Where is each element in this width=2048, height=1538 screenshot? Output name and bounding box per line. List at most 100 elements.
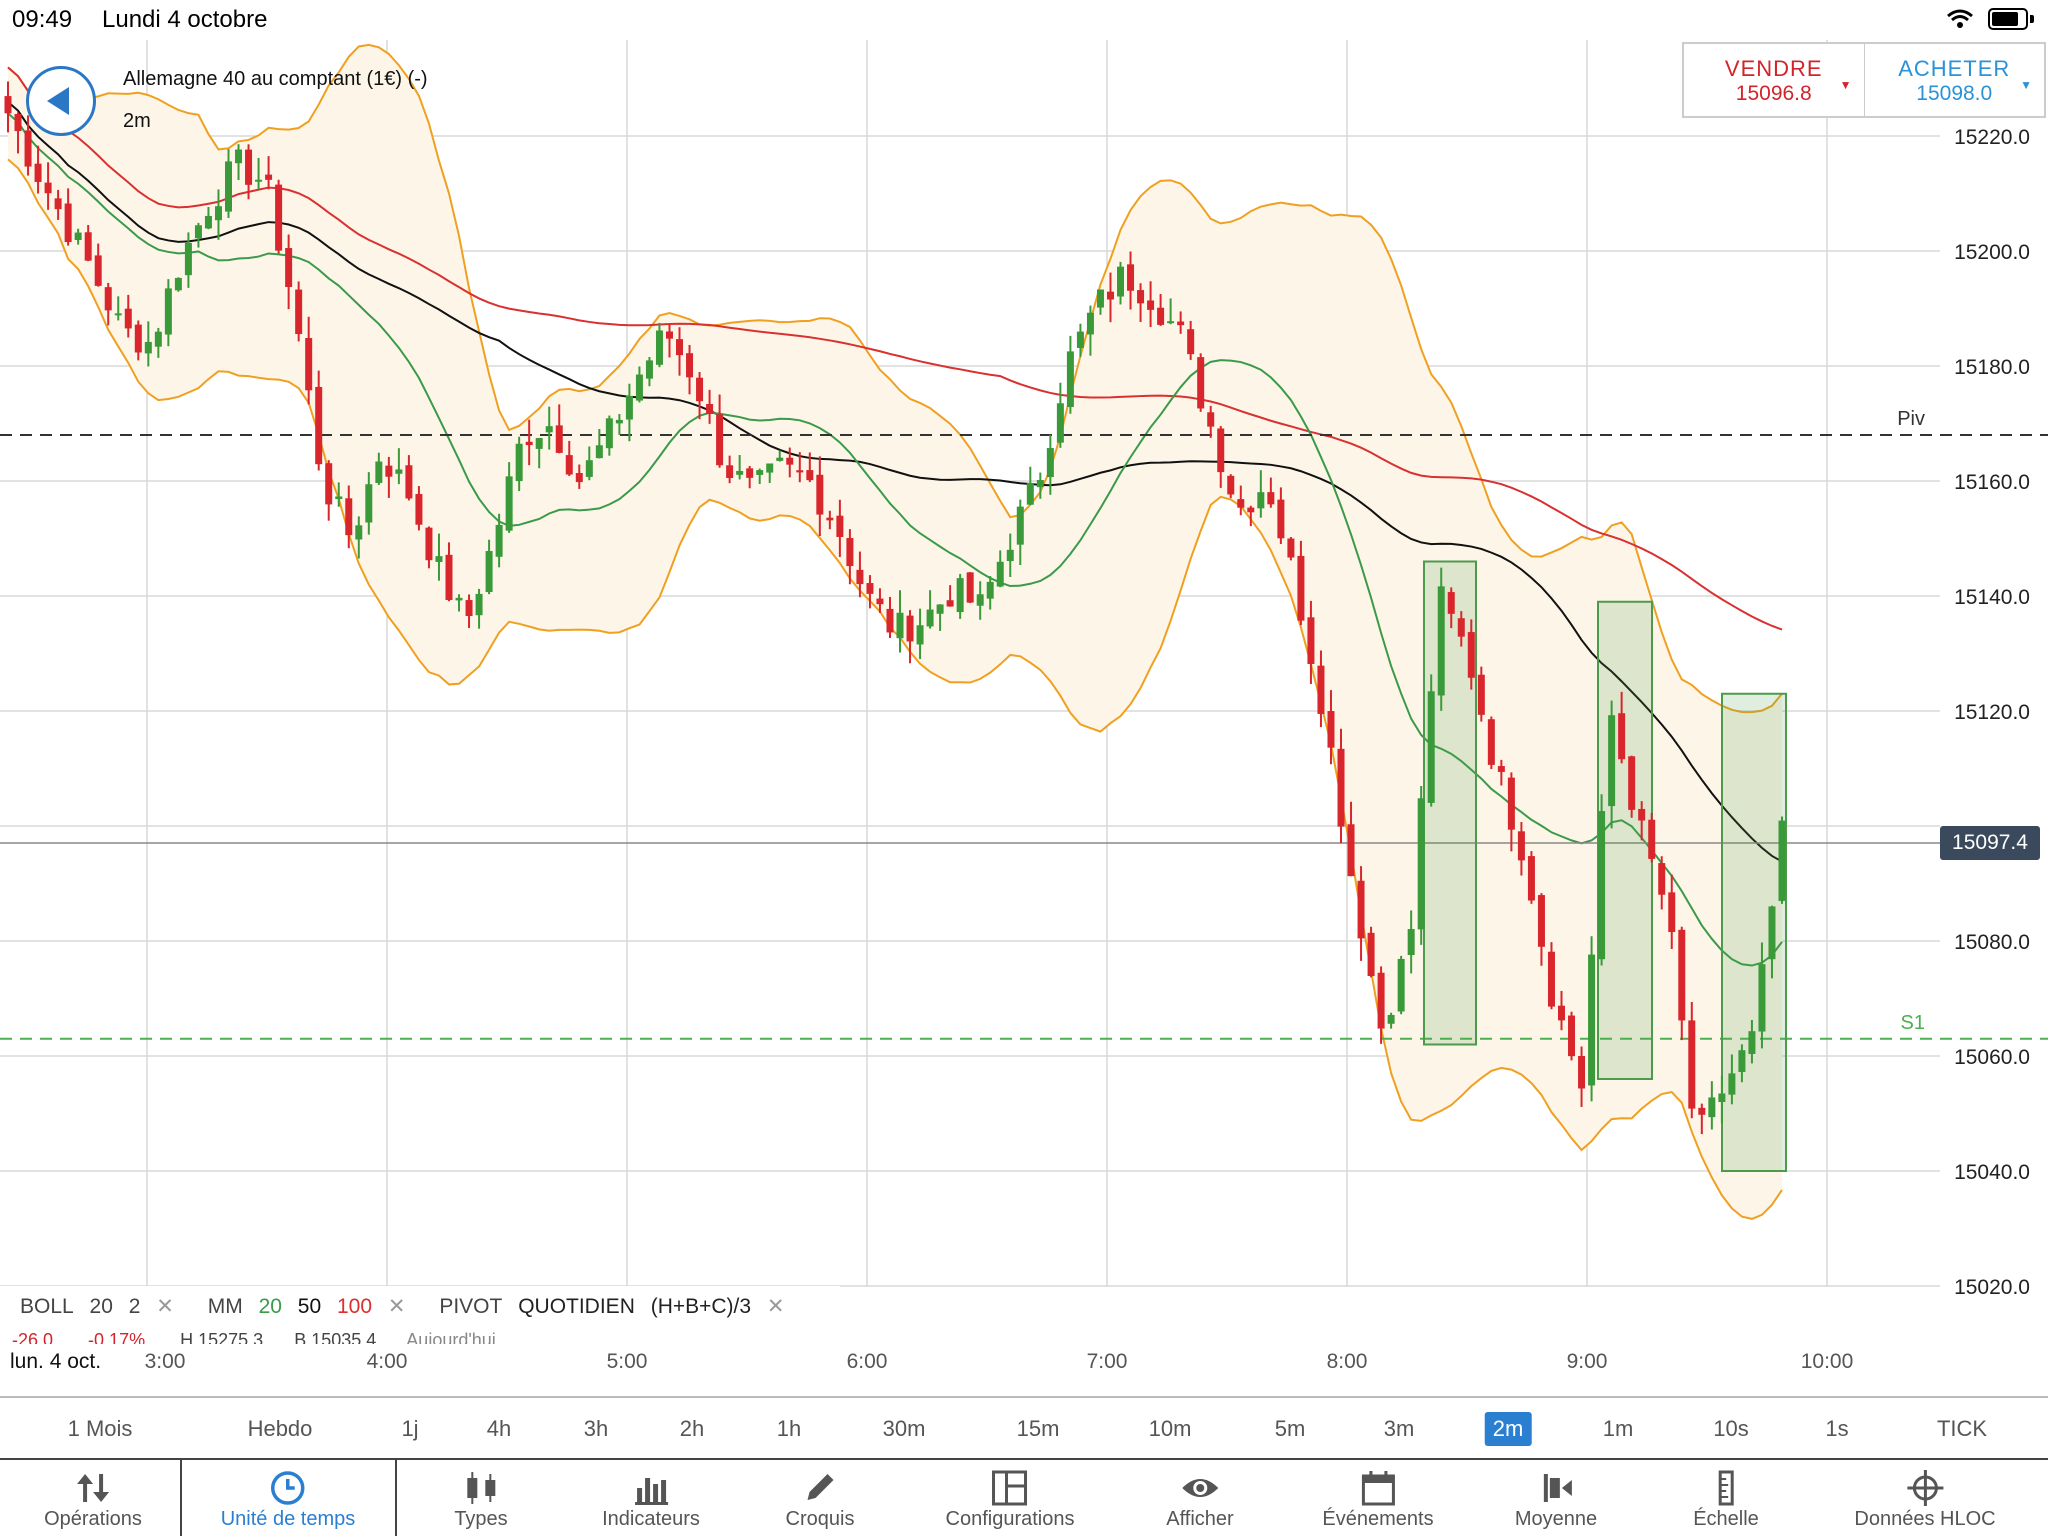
tf-1s[interactable]: 1s (1825, 1416, 1849, 1441)
candle-body (1758, 964, 1766, 1032)
tf-3h[interactable]: 3h (583, 1416, 609, 1441)
time-tick: 8:00 (1326, 1350, 1368, 1373)
tool-indicators[interactable]: Indicateurs (602, 1460, 700, 1538)
candle-body (1267, 492, 1275, 505)
tf-10s[interactable]: 10s (1713, 1416, 1749, 1441)
tf-2m[interactable]: 2m (1484, 1412, 1532, 1446)
candle-body (1608, 715, 1616, 807)
time-tick: 4:00 (366, 1350, 408, 1373)
candle-body (1086, 312, 1094, 335)
candle-body (665, 331, 673, 339)
candle-body (1327, 711, 1335, 748)
remove-mm-icon[interactable]: ✕ (387, 1295, 406, 1318)
period-label: Aujourd'hui (406, 1330, 496, 1344)
status-time: 09:49 (12, 6, 73, 33)
candle-body (1167, 321, 1175, 324)
candle-body (846, 537, 854, 567)
tool-average[interactable]: Moyenne (1515, 1460, 1597, 1538)
candle-body (696, 377, 704, 402)
tool-display-label: Afficher (1166, 1508, 1234, 1530)
price-chart[interactable]: 15220.0 15200.0 15180.0 15160.0 15140.0 15120… (0, 0, 2048, 1400)
tf-1m[interactable]: 1m (1602, 1416, 1634, 1441)
candle-body (1287, 538, 1295, 558)
s1-label: S1 (1901, 1012, 1925, 1034)
candle-body (1137, 290, 1145, 304)
candle-body (1648, 819, 1656, 859)
status-date: Lundi 4 octobre (102, 6, 268, 33)
tf-10m[interactable]: 10m (1148, 1416, 1192, 1441)
candle-body (24, 130, 32, 167)
candle-body (194, 225, 202, 239)
sell-button[interactable]: VENDRE 15096.8 ▼ (1684, 44, 1864, 116)
candle-body (676, 339, 684, 356)
price-axis-label: 15020.0 (1954, 1276, 2030, 1299)
candle-body (1117, 266, 1125, 297)
price-axis-label: 15160.0 (1954, 471, 2030, 494)
candle-body (365, 484, 373, 523)
candle-body (204, 215, 212, 229)
tf-3m[interactable]: 3m (1383, 1416, 1415, 1441)
ma-20-line (7, 112, 1783, 967)
tf-4h[interactable]: 4h (486, 1416, 512, 1441)
candle-body (405, 465, 413, 499)
tool-hloc-data[interactable]: Données HLOC (1854, 1460, 1996, 1538)
back-arrow-icon (47, 87, 69, 115)
back-button[interactable] (26, 66, 96, 136)
tf-15m[interactable]: 15m (1016, 1416, 1060, 1441)
timeframe-bar: 1 Mois Hebdo 1j 4h 3h 2h 1h 30m 15m 10m … (0, 1396, 2048, 1460)
price-axis-label: 15220.0 (1954, 126, 2030, 149)
tf-1d[interactable]: 1j (401, 1416, 419, 1441)
tool-configurations[interactable]: Configurations (946, 1460, 1074, 1538)
buy-button[interactable]: ACHETER 15098.0 ▼ (1863, 44, 2045, 116)
tool-timeframe[interactable]: Unité de temps (221, 1460, 355, 1538)
tool-display[interactable]: Afficher (1166, 1460, 1234, 1538)
bottom-toolbar: Opérations Unité de temps Types Indicate… (0, 1458, 2048, 1538)
tool-types[interactable]: Types (454, 1460, 508, 1538)
day-low: B 15035.4 (294, 1330, 377, 1344)
candle-body (1487, 719, 1495, 765)
candle-body (936, 604, 944, 614)
candle-body (1257, 492, 1265, 509)
candle-body (1778, 820, 1786, 901)
pivot-formula: (H+B+C)/3 (650, 1295, 752, 1318)
candle-body (285, 248, 293, 287)
tf-2h[interactable]: 2h (679, 1416, 705, 1441)
price-axis-label: 15040.0 (1954, 1161, 2030, 1184)
price-axis-label: 15060.0 (1954, 1046, 2030, 1069)
candle-body (1678, 929, 1686, 1021)
mm-period-50: 50 (297, 1295, 322, 1318)
boll-name[interactable]: BOLL (20, 1295, 74, 1318)
candle-body (686, 353, 694, 378)
candle-body (1337, 748, 1345, 827)
boll-period: 20 (89, 1295, 113, 1318)
candle-body (465, 600, 473, 617)
candle-body (325, 463, 333, 505)
tf-1h[interactable]: 1h (776, 1416, 802, 1441)
tf-tick[interactable]: TICK (1936, 1416, 1988, 1441)
candle-body (245, 149, 253, 185)
mm-name[interactable]: MM (207, 1295, 243, 1318)
candle-body (816, 474, 824, 515)
tab-separator (395, 1458, 397, 1536)
tool-scale[interactable]: Échelle (1693, 1460, 1759, 1538)
candle-body (1377, 972, 1385, 1029)
pivot-label: Piv (1897, 408, 1925, 430)
tf-30m[interactable]: 30m (882, 1416, 926, 1441)
tool-events[interactable]: Événements (1322, 1460, 1434, 1538)
candle-body (1016, 506, 1024, 545)
candle-body (1237, 499, 1245, 508)
candle-body (856, 569, 864, 585)
tool-indicators-label: Indicateurs (602, 1508, 700, 1530)
remove-boll-icon[interactable]: ✕ (156, 1295, 174, 1318)
crosshair-icon (1907, 1470, 1943, 1506)
candle-body (635, 374, 643, 401)
tool-operations[interactable]: Opérations (44, 1460, 142, 1538)
tf-weekly[interactable]: Hebdo (247, 1416, 313, 1441)
remove-pivot-icon[interactable]: ✕ (766, 1295, 785, 1318)
tf-1-month[interactable]: 1 Mois (67, 1416, 133, 1441)
candle-body (1417, 798, 1425, 930)
candle-body (1447, 592, 1455, 614)
tf-5m[interactable]: 5m (1274, 1416, 1306, 1441)
pivot-name[interactable]: PIVOT (439, 1295, 503, 1318)
tool-sketch[interactable]: Croquis (786, 1460, 854, 1538)
